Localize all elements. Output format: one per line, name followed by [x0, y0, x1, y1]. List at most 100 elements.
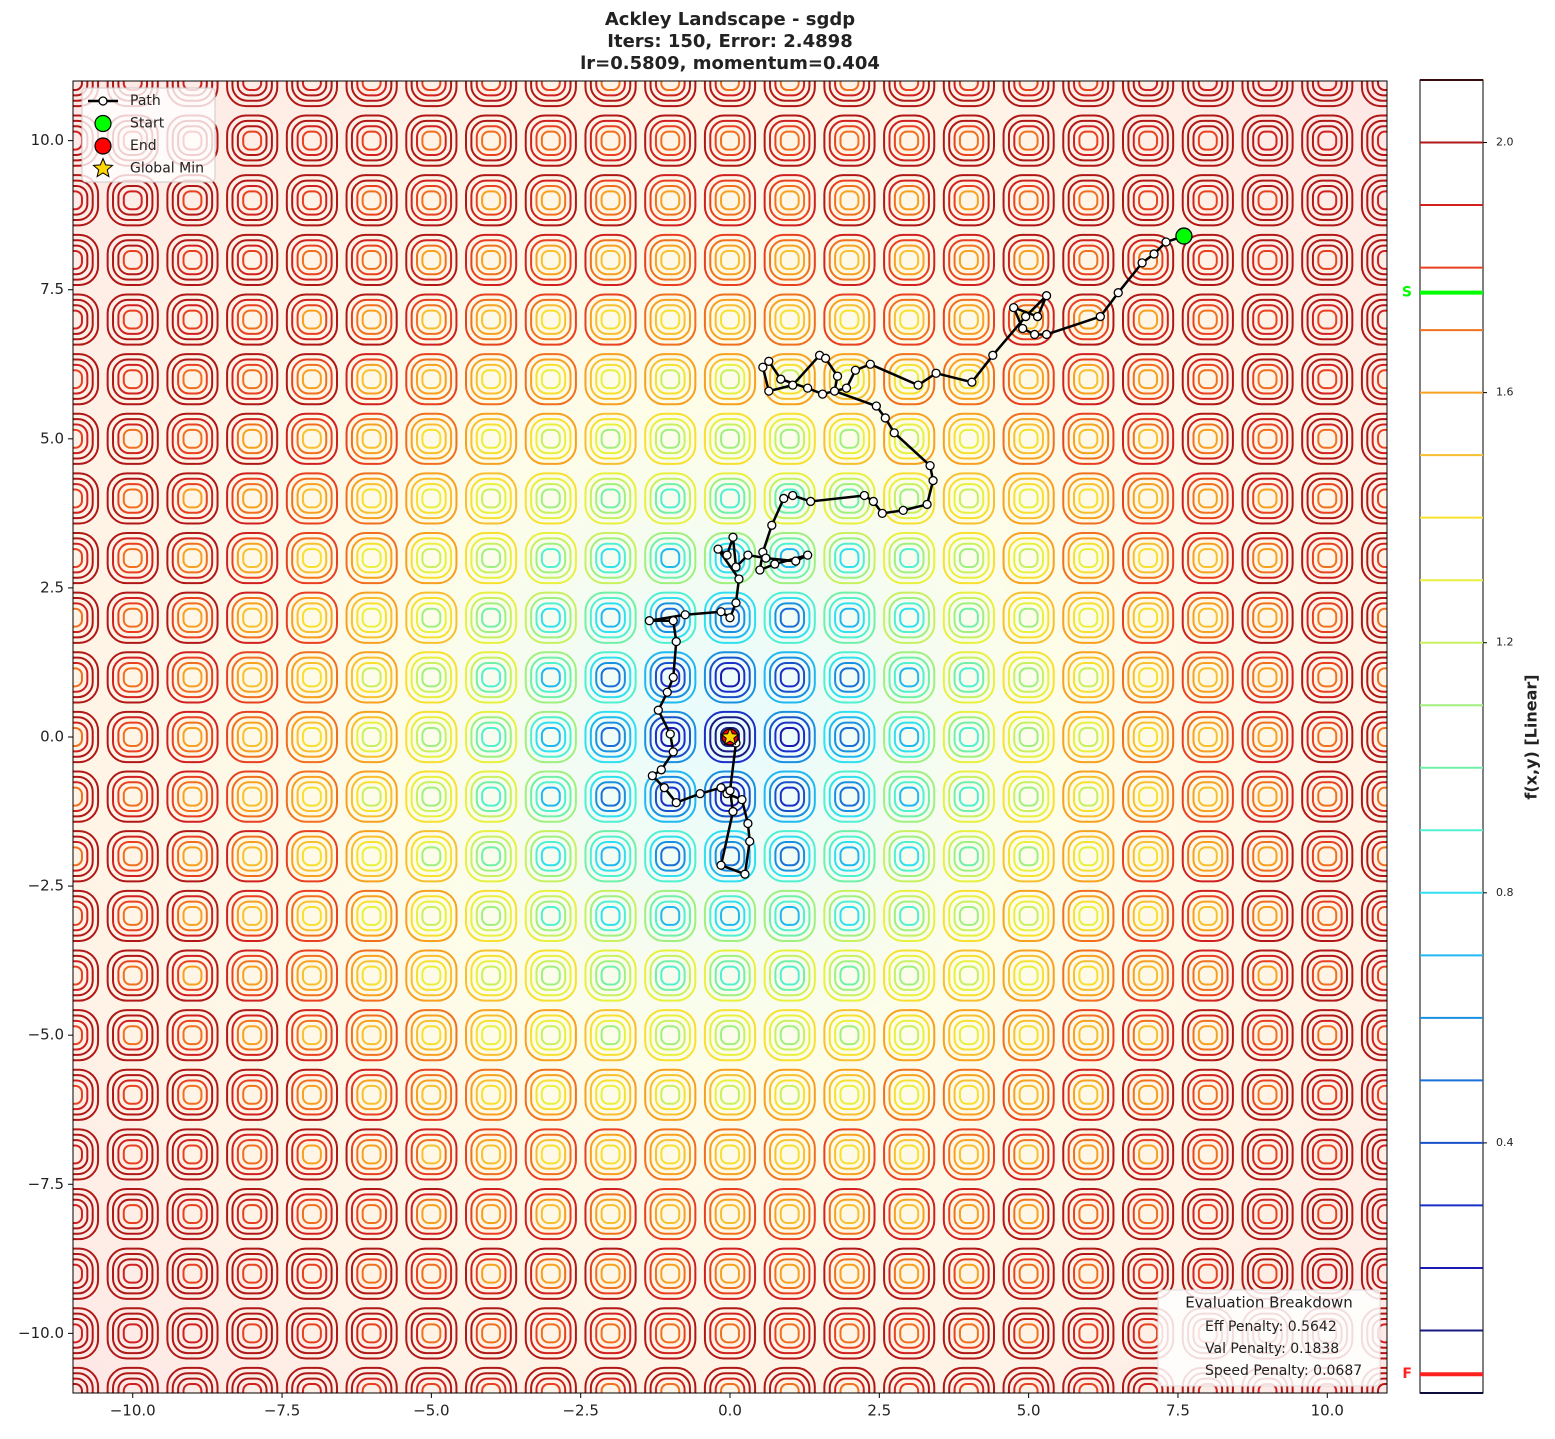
contour-ring — [1062, 1188, 1115, 1241]
contour-ring — [1078, 667, 1099, 688]
contour-ring — [405, 174, 458, 227]
y-tick-label: 5.0 — [40, 429, 64, 447]
contour-ring — [540, 1025, 561, 1046]
contour-ring — [1306, 418, 1348, 460]
path-point — [913, 380, 923, 390]
contour-ring — [714, 304, 746, 335]
contour-ring — [1122, 174, 1175, 227]
contour-ring — [958, 1323, 979, 1344]
contour-ring — [231, 119, 273, 162]
x-tick-label: 0.0 — [718, 1402, 742, 1420]
contour-ring — [779, 1084, 800, 1105]
contour-ring — [649, 1253, 691, 1295]
contour-ring — [416, 1079, 447, 1111]
contour-ring — [1073, 483, 1104, 514]
contour-ring — [828, 954, 871, 997]
contour-ring — [649, 1014, 691, 1056]
contour-ring — [1301, 114, 1354, 167]
contour-ring — [1073, 542, 1104, 574]
annotation-line: Eff Penalty: 0.5642 — [1205, 1319, 1337, 1335]
contour-ring — [584, 1068, 637, 1121]
legend-label: Path — [130, 93, 161, 109]
contour-ring — [73, 1139, 89, 1170]
contour-ring — [769, 775, 811, 818]
contour-ring — [1317, 1025, 1338, 1046]
contour-ring — [345, 1366, 398, 1393]
contour-ring — [1360, 1068, 1387, 1121]
contour-ring — [893, 960, 925, 991]
contour-ring — [654, 304, 686, 335]
contour-ring — [942, 233, 995, 286]
contour-ring — [774, 184, 806, 216]
contour-ring — [465, 1188, 518, 1241]
contour-ring — [470, 835, 512, 877]
contour-ring — [720, 249, 740, 270]
contour-ring — [828, 775, 871, 818]
contour-ring — [1181, 114, 1234, 167]
contour-ring — [888, 597, 930, 639]
contour-ring — [1073, 840, 1104, 872]
contour-ring — [226, 472, 279, 525]
contour-ring — [953, 363, 985, 395]
contour-ring — [1138, 727, 1159, 747]
start-marker — [1175, 227, 1193, 245]
contour-ring — [470, 954, 512, 997]
contour-ring — [166, 1068, 219, 1121]
contour-ring — [1018, 607, 1039, 628]
path-point — [731, 562, 741, 572]
contour-ring — [166, 1009, 219, 1062]
contour-ring — [720, 190, 740, 211]
contour-ring — [1078, 1323, 1099, 1344]
contour-ring — [1366, 477, 1387, 520]
legend-swatch — [98, 96, 108, 106]
contour-ring — [416, 483, 447, 514]
path-point — [668, 747, 678, 757]
contour-ring — [465, 830, 518, 883]
contour-ring — [301, 190, 322, 211]
contour-ring — [73, 1084, 83, 1105]
contour-ring — [361, 965, 382, 986]
contour-ring — [1062, 949, 1115, 1002]
contour-ring — [301, 786, 322, 807]
path-point — [817, 389, 828, 399]
contour-ring — [285, 1068, 338, 1121]
contour-ring — [166, 830, 219, 883]
contour-ring — [530, 1372, 572, 1393]
contour-ring — [1013, 840, 1044, 872]
contour-ring — [763, 889, 816, 942]
contour-ring — [1018, 1144, 1039, 1165]
contour-ring — [709, 775, 751, 818]
contour-ring — [660, 965, 681, 986]
contour-ring — [828, 358, 871, 400]
contour-ring — [177, 721, 208, 753]
contour-ring — [958, 81, 979, 91]
contour-ring — [703, 889, 757, 942]
contour-ring — [1252, 1019, 1283, 1051]
contour-ring — [242, 428, 263, 449]
contour-ring — [888, 298, 930, 341]
contour-ring — [481, 1323, 502, 1344]
contour-ring — [481, 1144, 502, 1165]
contour-ring — [779, 249, 800, 270]
contour-ring — [350, 1193, 393, 1235]
contour-ring — [1013, 1019, 1044, 1051]
contour-ring — [416, 1139, 447, 1170]
contour-ring — [948, 1193, 990, 1235]
contour-ring — [1301, 1009, 1354, 1062]
contour-ring — [1122, 1366, 1175, 1393]
contour-ring — [834, 1198, 865, 1230]
contour-ring — [720, 905, 740, 926]
contour-ring — [660, 309, 681, 330]
contour-ring — [1073, 960, 1104, 991]
contour-ring — [823, 591, 876, 644]
contour-ring — [291, 179, 333, 221]
path-point — [791, 556, 801, 566]
contour-ring — [122, 548, 143, 569]
contour-ring — [236, 81, 268, 97]
contour-ring — [231, 298, 273, 341]
contour-ring — [296, 483, 328, 514]
contour-ring — [600, 369, 621, 390]
x-tick-label: 7.5 — [1166, 1402, 1190, 1420]
contour-ring — [1132, 1079, 1164, 1111]
contour-ring — [524, 114, 577, 167]
